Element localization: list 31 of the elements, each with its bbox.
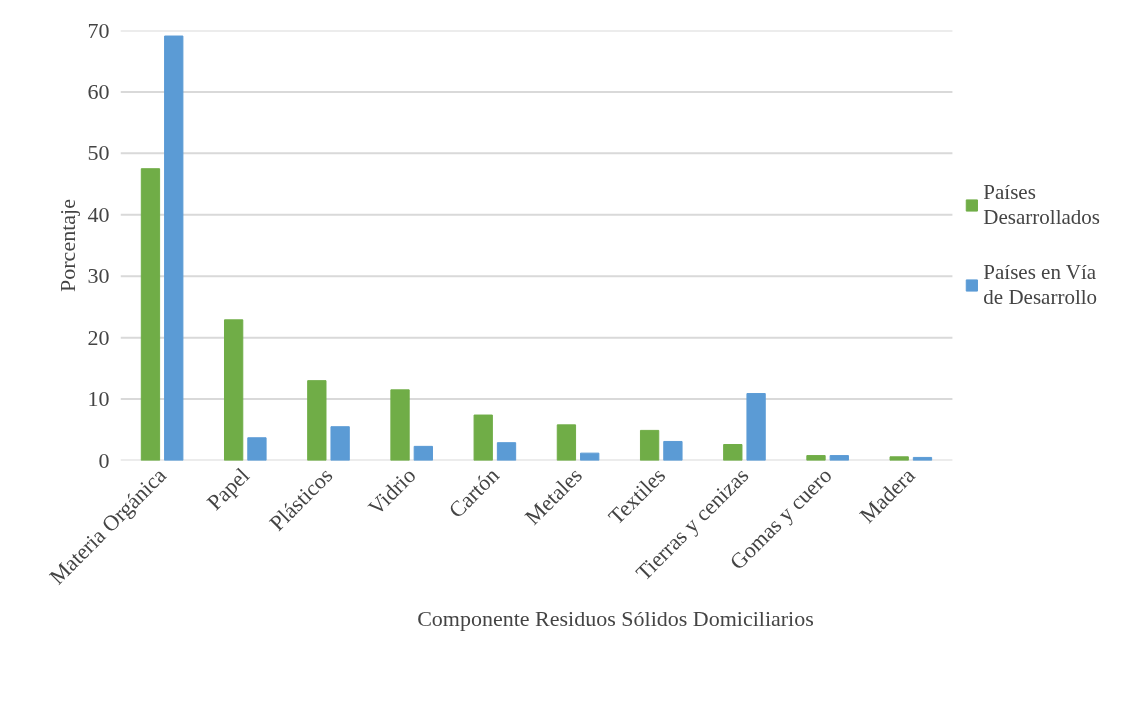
bar <box>390 389 410 461</box>
x-axis-title: Componente Residuos Sólidos Domiciliarios <box>417 606 814 632</box>
bar <box>746 393 766 461</box>
y-tick-label: 0 <box>98 447 110 473</box>
bar <box>580 452 600 461</box>
y-tick-label: 30 <box>87 263 110 289</box>
y-tick-label: 20 <box>87 324 110 350</box>
bar <box>330 426 350 461</box>
bar <box>556 424 577 461</box>
y-tick-label: 50 <box>87 140 110 166</box>
bar <box>639 429 660 461</box>
legend-label: Países Desarrollados <box>983 180 1100 230</box>
bar <box>164 35 184 461</box>
bar <box>829 455 849 461</box>
bar <box>307 380 327 461</box>
y-tick-label: 60 <box>87 78 110 104</box>
bar <box>247 437 267 461</box>
bar <box>806 455 826 461</box>
y-axis-title: Porcentaje <box>54 199 80 292</box>
y-tick-label: 40 <box>87 201 110 227</box>
bar <box>663 440 683 461</box>
bar <box>473 414 493 461</box>
bar <box>140 168 161 461</box>
legend-label: Países en Vía de Desarrollo <box>983 260 1098 310</box>
bar <box>496 442 517 461</box>
y-tick-label: 10 <box>87 386 110 412</box>
bar <box>889 456 909 461</box>
bar <box>723 444 743 461</box>
bar <box>223 319 244 461</box>
bar <box>413 445 433 461</box>
y-tick-label: 70 <box>87 17 110 43</box>
